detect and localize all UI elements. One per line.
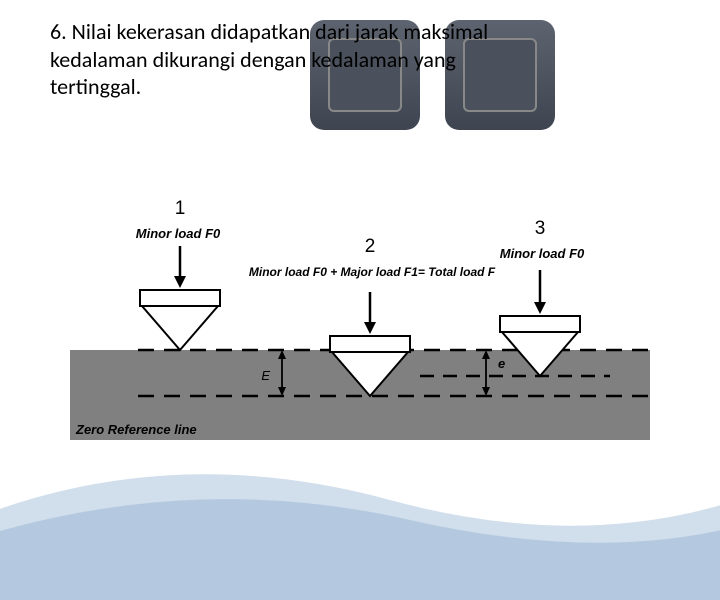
step3-num: 3 [535,218,546,239]
indenter-1 [140,246,220,350]
step2-num: 2 [365,236,376,257]
svg-text:e: e [498,356,505,371]
hardness-diagram: 1 Minor load F0 2 Minor load F0 + Major … [70,190,650,450]
step3-label: Minor load F0 [500,246,585,261]
svg-text:E: E [261,368,270,383]
slide-body-text: 6. Nilai kekerasan didapatkan dari jarak… [50,18,550,101]
step1-label: Minor load F0 [136,226,221,241]
step2-label: Minor load F0 + Major load F1= Total loa… [249,265,496,279]
step1-num: 1 [175,198,186,219]
zero-ref-label: Zero Reference line [75,422,197,437]
